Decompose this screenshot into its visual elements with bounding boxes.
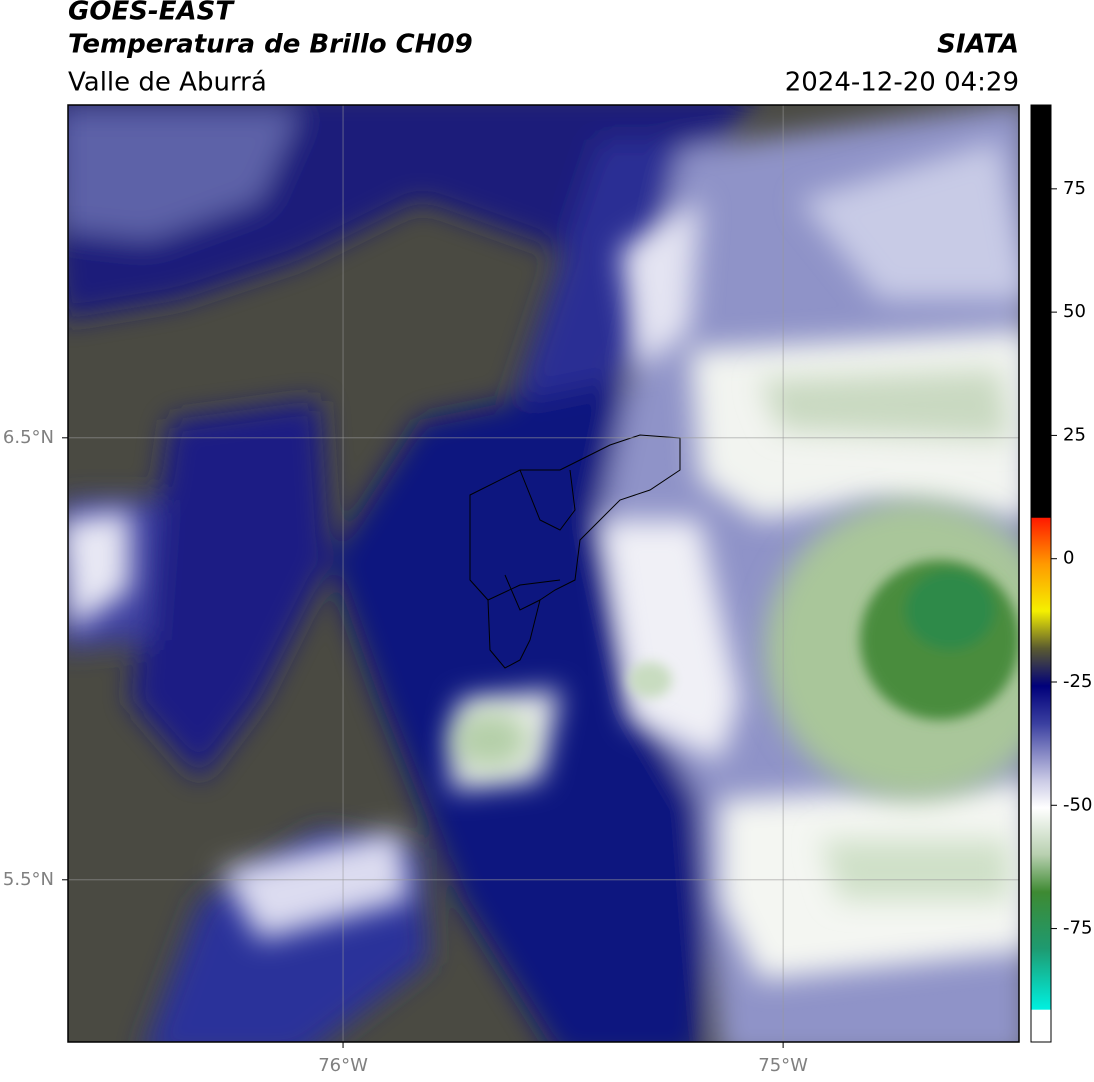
lat-tick-label: 6.5°N xyxy=(3,427,54,448)
imagery xyxy=(68,105,1019,1042)
colorbar xyxy=(1030,104,1052,1043)
lon-tick-label: 76°W xyxy=(318,1055,368,1076)
subtitle: Temperatura de Brillo CH09 xyxy=(68,30,473,60)
municipality-outline xyxy=(469,434,681,669)
region: Valle de Aburrá xyxy=(68,68,267,98)
title: GOES-EAST xyxy=(68,0,235,27)
colorbar-tick-label: -25 xyxy=(1063,671,1092,692)
graticule xyxy=(68,105,1019,1042)
colorbar-tick-label: -75 xyxy=(1063,918,1092,939)
colorbar-tick-label: 75 xyxy=(1063,178,1086,199)
colorbar-tick-label: -50 xyxy=(1063,794,1092,815)
lat-tick-label: 5.5°N xyxy=(3,869,54,890)
colorbar-tick-label: 0 xyxy=(1063,548,1074,569)
source: SIATA xyxy=(937,30,1019,60)
lon-tick-label: 75°W xyxy=(758,1055,808,1076)
colorbar-tick-label: 25 xyxy=(1063,424,1086,445)
map-frame xyxy=(67,104,1020,1043)
colorbar-tick-label: 50 xyxy=(1063,301,1086,322)
timestamp: 2024-12-20 04:29 xyxy=(785,68,1019,98)
